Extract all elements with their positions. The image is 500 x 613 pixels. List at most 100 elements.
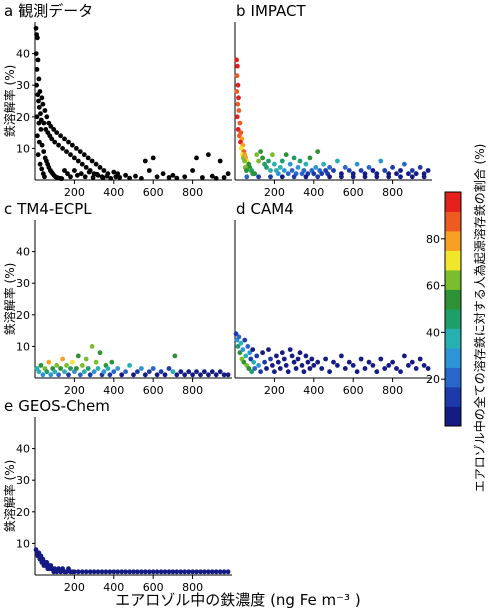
x-tick-label: 600 [343,384,364,397]
data-point [335,158,340,164]
data-point [272,161,277,167]
data-point [268,168,273,173]
data-point [49,136,55,142]
data-point [52,369,58,375]
x-tick-label: 400 [103,384,124,397]
data-point [291,359,297,365]
data-point [42,174,47,180]
data-point [154,569,160,575]
data-point [139,569,144,575]
data-point [297,350,303,356]
data-point [35,57,41,63]
data-point [311,171,317,177]
data-point [70,142,75,148]
data-point [243,353,249,359]
data-point [206,372,211,378]
data-point [319,366,325,371]
data-point [409,174,415,180]
data-point [75,158,81,164]
data-point [425,168,431,173]
data-point [38,111,43,116]
data-point [413,366,419,371]
data-point [394,366,399,371]
colorbar-segment [445,250,461,271]
data-point [402,353,407,359]
panel-e: e GEOS-Chem 200 400 600 800 10 20 30 40 鉄溶解率 (%) [2,397,232,594]
data-point [33,51,39,56]
data-point [283,152,289,158]
data-point [90,175,96,180]
panel-a: a 観測データ 200 400 600 800 10 20 30 40 鉄溶解率 (%) [2,2,232,199]
data-point [75,353,81,359]
data-point [170,172,176,178]
data-point [279,158,285,164]
data-point [56,372,61,378]
data-point [190,372,196,378]
data-point [135,569,140,575]
data-point [91,369,97,375]
y-tick-label: 20 [16,111,30,124]
panel-name: IMPACT [251,2,307,20]
data-point [264,366,269,371]
data-point [111,169,117,175]
colorbar-segment [445,309,461,329]
data-point [194,569,199,575]
data-point [78,171,84,177]
data-point [394,171,399,177]
data-points [34,344,231,378]
panel-letter: b [236,2,246,20]
data-point [268,356,273,362]
data-point [291,155,297,161]
data-point [268,174,273,180]
data-point [105,366,111,371]
data-point [72,569,77,575]
data-point [119,372,125,378]
data-point [139,176,144,181]
data-point [68,366,73,371]
data-point [83,356,89,362]
data-point [127,175,132,181]
data-point [146,569,152,575]
data-point [225,171,231,177]
data-point [398,168,403,173]
y-tick-label: 10 [16,142,30,155]
data-point [254,353,260,359]
y-axis-label: 鉄溶解率 (%) [2,65,17,138]
data-point [279,350,285,356]
data-point [107,569,113,575]
panel-name: CAM4 [251,200,294,218]
colorbar-segment [445,192,461,212]
data-point [270,363,275,368]
data-point [68,152,73,158]
panel-name: TM4-ECPL [16,200,92,218]
panel-name: 観測データ [18,2,93,20]
data-point [95,366,101,371]
data-point [354,161,360,167]
data-point [252,366,258,371]
panel-letter: c [4,200,12,218]
data-point [398,174,403,180]
colorbar-tick-label: 20 [426,373,440,386]
data-point [58,366,63,371]
colorbar-segment [445,289,461,310]
panel-letter: d [236,200,246,218]
colorbar-segment [445,367,461,388]
data-point [142,569,148,575]
data-point [398,369,403,375]
data-point [301,168,307,173]
data-point [93,161,99,167]
data-point [101,369,107,375]
data-point [240,347,246,352]
data-point [89,344,95,349]
data-point [221,372,227,378]
data-point [285,369,291,375]
data-point [194,155,199,161]
data-point [241,359,247,365]
panel-b: b IMPACT 200 400 600 800 [234,2,432,199]
data-point [382,366,388,371]
data-point [237,350,243,356]
data-point [198,372,203,378]
data-point [213,372,219,378]
data-point [413,171,419,177]
data-point [33,25,39,31]
